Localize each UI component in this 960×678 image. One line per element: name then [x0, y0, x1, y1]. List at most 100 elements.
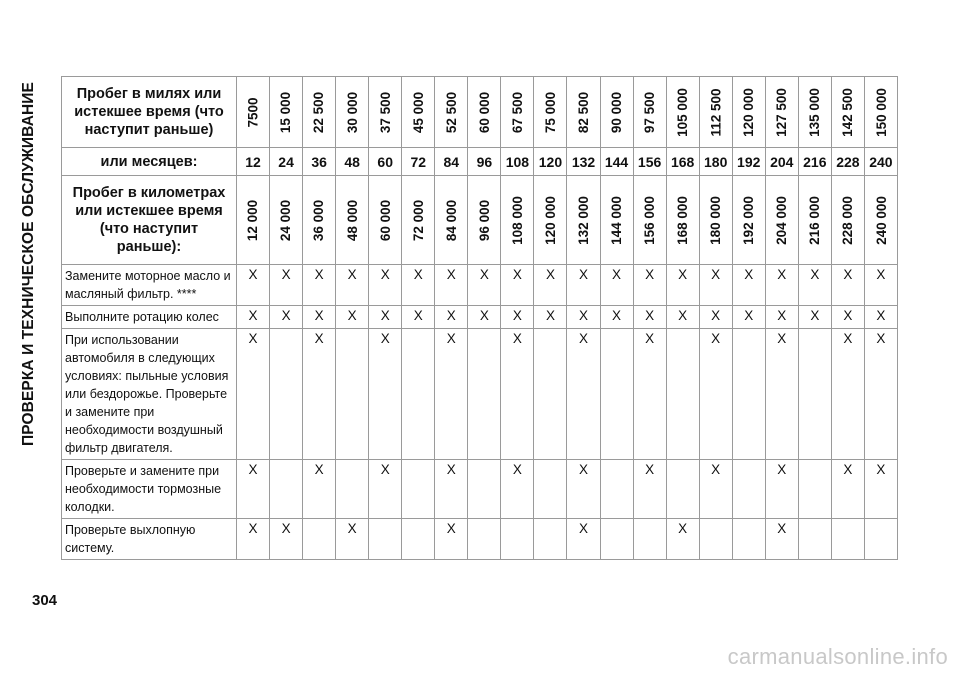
service-mark: X — [566, 518, 601, 560]
km-cell: 144 000 — [599, 175, 634, 265]
miles-header-label: Пробег в милях или истекшее время (что н… — [61, 76, 237, 148]
service-mark: X — [335, 305, 370, 329]
km-cell-label: 24 000 — [278, 199, 294, 241]
service-mark: X — [698, 459, 733, 519]
miles-cell-label: 60 000 — [476, 91, 492, 133]
months-cell: 120 — [533, 147, 568, 176]
miles-cell-label: 15 000 — [278, 91, 294, 133]
task-description: При использовании автомобиля в следующих… — [61, 328, 237, 460]
miles-cell: 67 500 — [500, 76, 535, 148]
service-mark: X — [302, 264, 337, 306]
service-mark: X — [698, 328, 733, 460]
service-mark — [533, 328, 568, 460]
service-mark: X — [235, 518, 271, 560]
service-mark: X — [335, 518, 370, 560]
km-cell: 192 000 — [731, 175, 766, 265]
miles-cell: 112 500 — [698, 76, 733, 148]
task-description: Замените моторное масло и масляный фильт… — [61, 264, 237, 306]
miles-cell: 22 500 — [302, 76, 337, 148]
km-cell: 156 000 — [632, 175, 667, 265]
km-cell: 228 000 — [830, 175, 865, 265]
service-mark: X — [599, 305, 634, 329]
months-cell: 24 — [269, 147, 304, 176]
miles-cell-label: 90 000 — [609, 91, 625, 133]
service-mark: X — [830, 264, 865, 306]
km-cell-label: 48 000 — [344, 199, 360, 241]
months-cell: 180 — [698, 147, 733, 176]
service-mark: X — [566, 459, 601, 519]
service-mark: X — [269, 305, 304, 329]
schedule-row: Выполните ротацию колес X X X X X X X X X X X X X X X X X… — [61, 305, 898, 329]
service-mark: X — [401, 305, 436, 329]
km-cell: 36 000 — [302, 175, 337, 265]
service-mark: X — [368, 264, 403, 306]
miles-cell-label: 75 000 — [542, 91, 558, 133]
service-mark: X — [434, 518, 469, 560]
miles-cell: 105 000 — [665, 76, 700, 148]
service-mark: X — [665, 518, 700, 560]
service-mark — [401, 328, 436, 460]
schedule-row: Замените моторное масло и масляный фильт… — [61, 264, 898, 306]
miles-cell: 60 000 — [467, 76, 502, 148]
service-mark: X — [731, 305, 766, 329]
service-mark — [368, 518, 403, 560]
months-cell: 156 — [632, 147, 667, 176]
km-cell-label: 12 000 — [245, 199, 261, 241]
miles-cell: 82 500 — [566, 76, 601, 148]
service-mark: X — [467, 305, 502, 329]
miles-cell-label: 45 000 — [410, 91, 426, 133]
months-cell: 48 — [335, 147, 370, 176]
miles-header-row: Пробег в милях или истекшее время (что н… — [61, 76, 898, 148]
miles-cell: 135 000 — [797, 76, 832, 148]
service-mark — [731, 459, 766, 519]
service-mark: X — [830, 459, 865, 519]
km-cell: 84 000 — [434, 175, 469, 265]
miles-cell: 37 500 — [368, 76, 403, 148]
km-cell-label: 120 000 — [542, 195, 558, 245]
service-mark — [698, 518, 733, 560]
months-cell: 72 — [401, 147, 436, 176]
km-cell-label: 240 000 — [873, 195, 889, 245]
service-mark: X — [368, 305, 403, 329]
miles-cell: 7500 — [235, 76, 271, 148]
service-mark: X — [632, 264, 667, 306]
service-mark: X — [863, 264, 898, 306]
service-mark — [533, 518, 568, 560]
km-cell: 204 000 — [764, 175, 799, 265]
service-mark: X — [830, 328, 865, 460]
maintenance-schedule-table: Пробег в милях или истекшее время (что н… — [61, 76, 898, 560]
service-mark: X — [863, 305, 898, 329]
service-mark — [599, 328, 634, 460]
km-cell: 168 000 — [665, 175, 700, 265]
km-header-label: Пробег в километрах или истекшее время (… — [61, 175, 237, 265]
km-cell: 12 000 — [235, 175, 271, 265]
service-mark: X — [401, 264, 436, 306]
miles-cell-label: 22 500 — [311, 91, 327, 133]
km-cell: 108 000 — [500, 175, 535, 265]
miles-cell-label: 67 500 — [509, 91, 525, 133]
service-mark: X — [500, 459, 535, 519]
miles-cell: 15 000 — [269, 76, 304, 148]
service-mark — [269, 328, 304, 460]
service-mark: X — [665, 264, 700, 306]
miles-cell-label: 112 500 — [708, 87, 724, 137]
months-cell: 204 — [764, 147, 799, 176]
service-mark — [335, 328, 370, 460]
months-cell: 192 — [731, 147, 766, 176]
miles-cell: 90 000 — [599, 76, 634, 148]
km-cell-label: 144 000 — [609, 195, 625, 245]
km-cell: 60 000 — [368, 175, 403, 265]
miles-cell-label: 142 500 — [840, 87, 856, 137]
watermark: carmanualsonline.info — [727, 644, 948, 669]
miles-cell-label: 30 000 — [344, 91, 360, 133]
service-mark: X — [302, 305, 337, 329]
service-mark: X — [764, 305, 799, 329]
service-mark: X — [566, 264, 601, 306]
service-mark: X — [632, 305, 667, 329]
service-mark: X — [269, 264, 304, 306]
miles-cell-label: 127 500 — [774, 87, 790, 137]
months-cell: 60 — [368, 147, 403, 176]
months-cell: 108 — [500, 147, 535, 176]
km-cell-label: 228 000 — [840, 195, 856, 245]
service-mark: X — [863, 328, 898, 460]
